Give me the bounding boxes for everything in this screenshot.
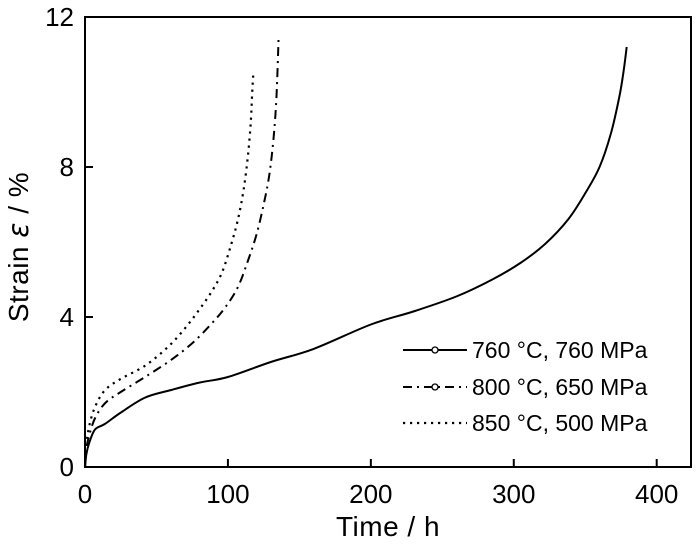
epsilon-symbol: ε — [2, 222, 35, 238]
legend-label: 760 °C, 760 MPa — [472, 337, 648, 363]
y-tick-label: 12 — [45, 2, 74, 32]
x-tick-label: 400 — [635, 479, 678, 509]
y-axis-title: Strain ε / % — [2, 172, 35, 322]
y-axis-ticks: 0 4 8 12 — [45, 2, 93, 482]
y-tick-label: 4 — [60, 302, 74, 332]
legend-marker-icon — [431, 346, 439, 354]
legend-marker-icon — [431, 383, 439, 391]
legend-label: 800 °C, 650 MPa — [472, 374, 648, 400]
curve-series-1 — [84, 35, 280, 468]
legend-item-2: 850 °C, 500 MPa — [403, 410, 648, 436]
y-tick-label: 0 — [60, 452, 74, 482]
legend-item-0: 760 °C, 760 MPa — [403, 337, 648, 363]
x-axis-title: Time / h — [336, 511, 440, 542]
x-tick-label: 300 — [492, 479, 535, 509]
curve-series-0 — [84, 46, 628, 468]
x-axis-ticks: 0 100 200 300 400 — [78, 459, 678, 509]
y-axis-title-post: / % — [3, 172, 34, 222]
legend-item-1: 800 °C, 650 MPa — [403, 374, 648, 400]
legend-label: 850 °C, 500 MPa — [472, 410, 648, 436]
data-curves — [83, 35, 628, 468]
y-tick-label: 8 — [60, 152, 74, 182]
y-axis-title-pre: Strain — [3, 238, 34, 322]
curve-series-2 — [83, 73, 255, 468]
x-tick-label: 200 — [349, 479, 392, 509]
plot-frame — [84, 16, 692, 468]
x-tick-label: 100 — [206, 479, 249, 509]
x-tick-label: 0 — [78, 479, 92, 509]
legend: 760 °C, 760 MPa 800 °C, 650 MPa 850 °C, 50… — [403, 337, 648, 436]
